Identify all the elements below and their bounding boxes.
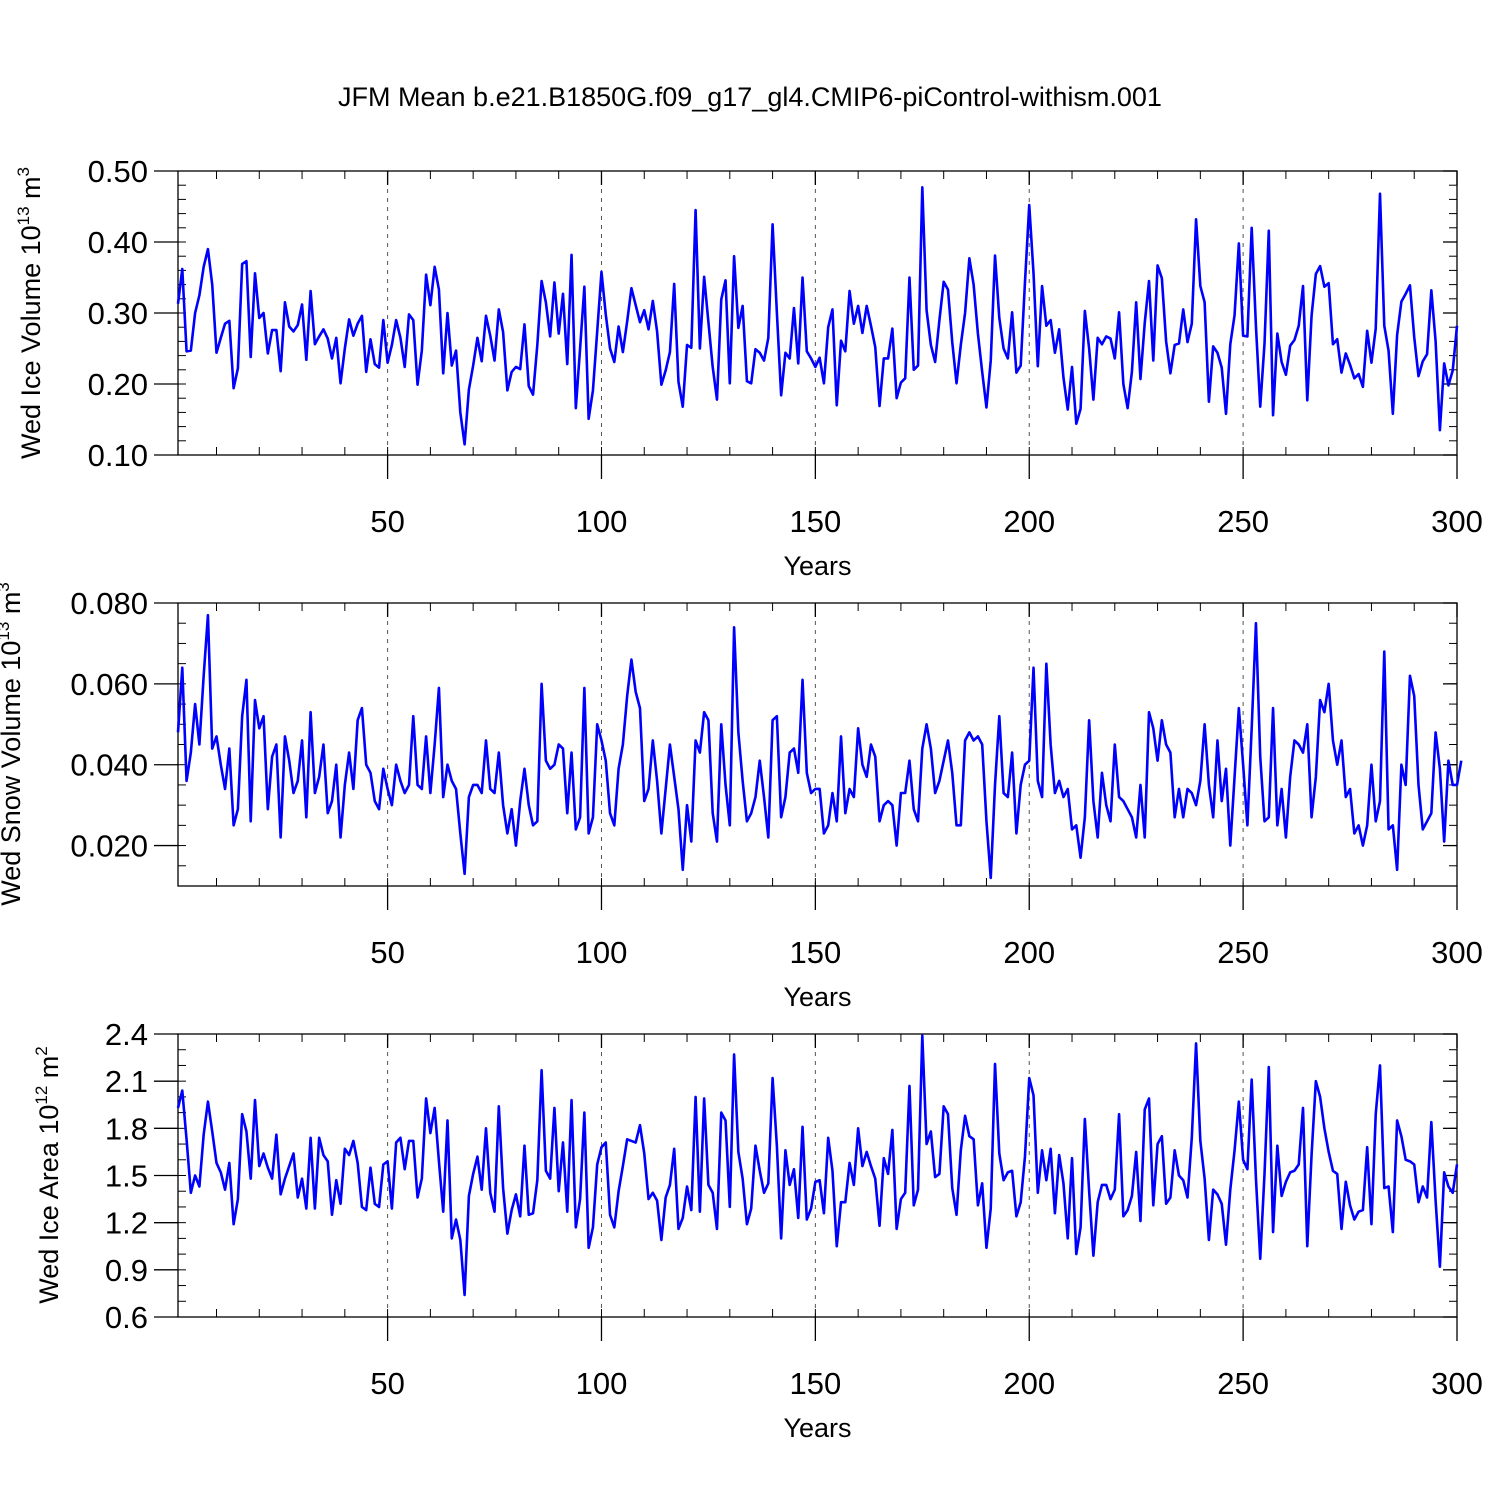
x-tick-label: 200 xyxy=(1003,504,1055,539)
series-line xyxy=(176,186,1459,446)
y-tick-label: 0.080 xyxy=(70,586,148,621)
y-tick-label: 1.5 xyxy=(105,1159,148,1194)
figure-title: JFM Mean b.e21.B1850G.f09_g17_gl4.CMIP6-… xyxy=(338,82,1162,112)
y-tick-label: 0.6 xyxy=(105,1300,148,1335)
y-tick-label: 0.50 xyxy=(88,154,148,189)
plot-frame xyxy=(177,602,1458,887)
x-tick-label: 200 xyxy=(1003,935,1055,970)
x-tick-label: 50 xyxy=(370,504,404,539)
series-line xyxy=(176,613,1463,880)
x-axis-label: Years xyxy=(783,1413,851,1443)
y-tick-label: 0.40 xyxy=(88,225,148,260)
y-tick-label: 0.060 xyxy=(70,667,148,702)
x-tick-label: 100 xyxy=(576,504,628,539)
x-tick-label: 150 xyxy=(789,504,841,539)
y-tick-label: 0.20 xyxy=(88,367,148,402)
y-tick-label: 1.8 xyxy=(105,1111,148,1146)
y-axis-label: Wed Snow Volume 1013 m3 xyxy=(0,582,26,906)
panel-1: 0.10 0.20 0.30 0.40 0.50 50 100 150 200 250 300 Yea… xyxy=(14,154,1483,581)
y-tick-label: 0.30 xyxy=(88,296,148,331)
series-line xyxy=(176,1034,1459,1297)
panel-2: 0.020 0.040 0.060 0.080 50 100 150 200 250 300 Yea… xyxy=(0,582,1483,1012)
x-axis-label: Years xyxy=(783,551,851,581)
x-tick-label: 150 xyxy=(789,1366,841,1401)
x-tick-label: 150 xyxy=(789,935,841,970)
x-tick-label: 100 xyxy=(576,935,628,970)
y-tick-label: 0.040 xyxy=(70,748,148,783)
y-tick-label: 2.1 xyxy=(105,1064,148,1099)
y-tick-label: 1.2 xyxy=(105,1206,148,1241)
x-tick-label: 250 xyxy=(1217,504,1269,539)
x-tick-label: 250 xyxy=(1217,935,1269,970)
y-tick-label: 0.020 xyxy=(70,829,148,864)
y-tick-label: 2.4 xyxy=(105,1017,148,1052)
x-tick-label: 300 xyxy=(1431,504,1483,539)
y-axis-label: Wed Ice Area 1012 m2 xyxy=(32,1046,64,1304)
x-tick-label: 300 xyxy=(1431,1366,1483,1401)
x-axis-label: Years xyxy=(783,982,851,1012)
panel-3: 0.6 0.9 1.2 1.5 1.8 2.1 2.4 50 100 150 200 250 300 Ye… xyxy=(32,1017,1483,1443)
x-tick-label: 300 xyxy=(1431,935,1483,970)
y-tick-label: 0.9 xyxy=(105,1253,148,1288)
x-tick-label: 50 xyxy=(370,935,404,970)
x-tick-label: 200 xyxy=(1003,1366,1055,1401)
y-tick-label: 0.10 xyxy=(88,438,148,473)
y-axis-label: Wed Ice Volume 1013 m3 xyxy=(14,167,46,459)
x-tick-label: 100 xyxy=(576,1366,628,1401)
x-tick-label: 250 xyxy=(1217,1366,1269,1401)
x-tick-label: 50 xyxy=(370,1366,404,1401)
